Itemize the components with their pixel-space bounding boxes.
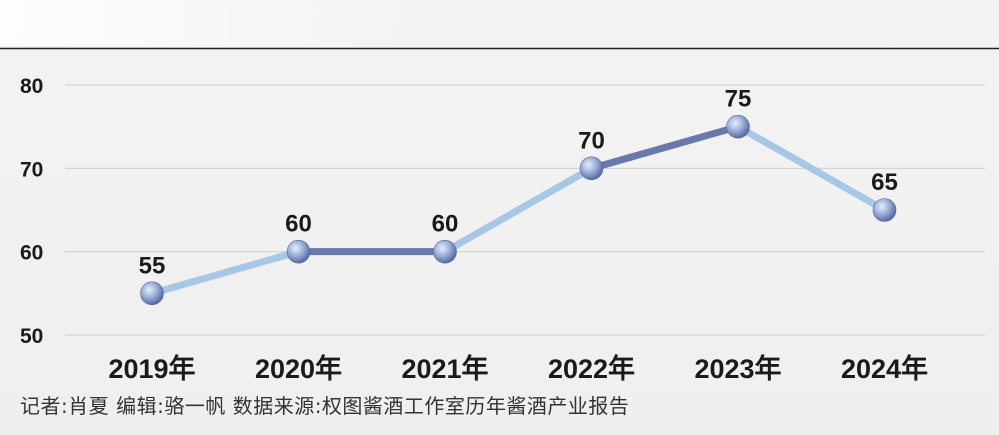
y-tick-label-50: 50 [20, 325, 43, 348]
data-label-4: 70 [578, 127, 605, 154]
x-tick-label-6: 2024年 [841, 353, 928, 384]
line-segment-3 [441, 164, 595, 256]
line-segment-1 [148, 248, 302, 297]
y-tick-label-70: 70 [20, 158, 43, 181]
x-tick-label-5: 2023年 [694, 353, 781, 384]
header-highlight [0, 0, 420, 46]
x-tick-label-4: 2022年 [548, 353, 635, 384]
y-tick-label-80: 80 [20, 75, 43, 98]
data-label-6: 65 [871, 169, 898, 196]
x-tick-label-1: 2019年 [108, 353, 195, 384]
data-point-6 [872, 198, 897, 222]
data-label-3: 60 [432, 211, 459, 238]
y-tick-label-60: 60 [20, 242, 43, 265]
data-label-1: 55 [139, 252, 166, 279]
data-label-2: 60 [285, 211, 312, 238]
data-point-5 [726, 114, 750, 139]
x-tick-label-2: 2020年 [255, 353, 342, 384]
data-label-5: 75 [725, 86, 752, 113]
data-point-2 [286, 239, 311, 264]
source-credit: 记者:肖夏 编辑:骆一帆 数据来源:权图酱酒工作室历年酱酒产业报告 [20, 394, 630, 418]
line-segment-4 [588, 123, 742, 172]
line-segment-5 [734, 123, 888, 214]
data-point-3 [433, 239, 457, 264]
x-tick-label-3: 2021年 [401, 353, 488, 384]
data-point-1 [140, 281, 164, 306]
data-point-4 [579, 156, 604, 181]
